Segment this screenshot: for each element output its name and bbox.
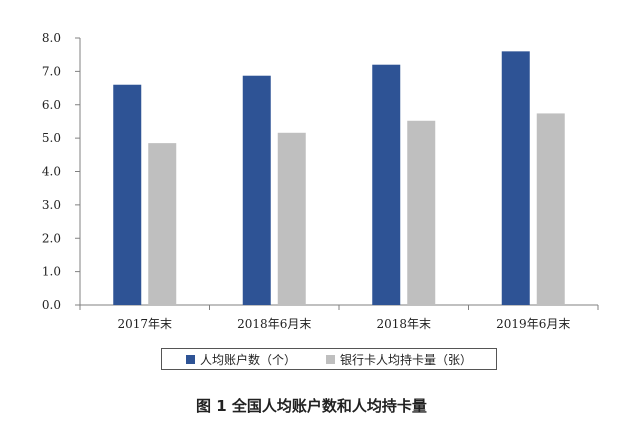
- x-category-label: 2018年6月末: [237, 317, 311, 331]
- legend-label-accounts: 人均账户数（个）: [199, 352, 296, 367]
- legend-swatch-cards: [326, 354, 335, 364]
- bar-cards: [148, 143, 177, 305]
- x-category-label: 2017年末: [117, 317, 172, 331]
- figure-caption: 图 1 全国人均账户数和人均持卡量: [196, 397, 427, 415]
- bar-accounts: [113, 84, 142, 305]
- chart-labels: 0.0 1.0 2.0 3.0 4.0 5.0 6.0 7.0 8.0 2017年末 2018年6月…: [42, 31, 570, 331]
- legend: 人均账户数（个） 银行卡人均持卡量（张）: [161, 348, 497, 370]
- chart-bars: [113, 51, 565, 306]
- y-tick-label: 2.0: [42, 231, 61, 245]
- legend-item-accounts: 人均账户数（个）: [185, 351, 296, 368]
- x-category-label: 2019年6月末: [496, 317, 570, 331]
- y-tick-label: 8.0: [42, 31, 61, 45]
- legend-item-cards: 银行卡人均持卡量（张）: [326, 351, 472, 368]
- y-tick-label: 6.0: [42, 98, 61, 112]
- bar-chart: 0.0 1.0 2.0 3.0 4.0 5.0 6.0 7.0 8.0 2017年末 2018年6月…: [42, 31, 599, 331]
- bar-accounts: [501, 51, 530, 305]
- y-tick-label: 3.0: [42, 198, 61, 212]
- bar-cards: [407, 120, 436, 306]
- bar-cards: [277, 132, 306, 305]
- y-tick-label: 0.0: [42, 298, 61, 312]
- bar-accounts: [242, 75, 271, 306]
- y-tick-label: 1.0: [42, 265, 61, 279]
- legend-swatch-accounts: [185, 354, 195, 364]
- legend-label-cards: 银行卡人均持卡量（张）: [340, 352, 473, 367]
- x-category-label: 2018年末: [376, 317, 431, 331]
- y-tick-label: 4.0: [42, 165, 61, 179]
- y-tick-label: 7.0: [42, 64, 61, 78]
- bar-cards: [536, 113, 565, 306]
- y-tick-label: 5.0: [42, 131, 61, 145]
- bar-accounts: [372, 64, 401, 305]
